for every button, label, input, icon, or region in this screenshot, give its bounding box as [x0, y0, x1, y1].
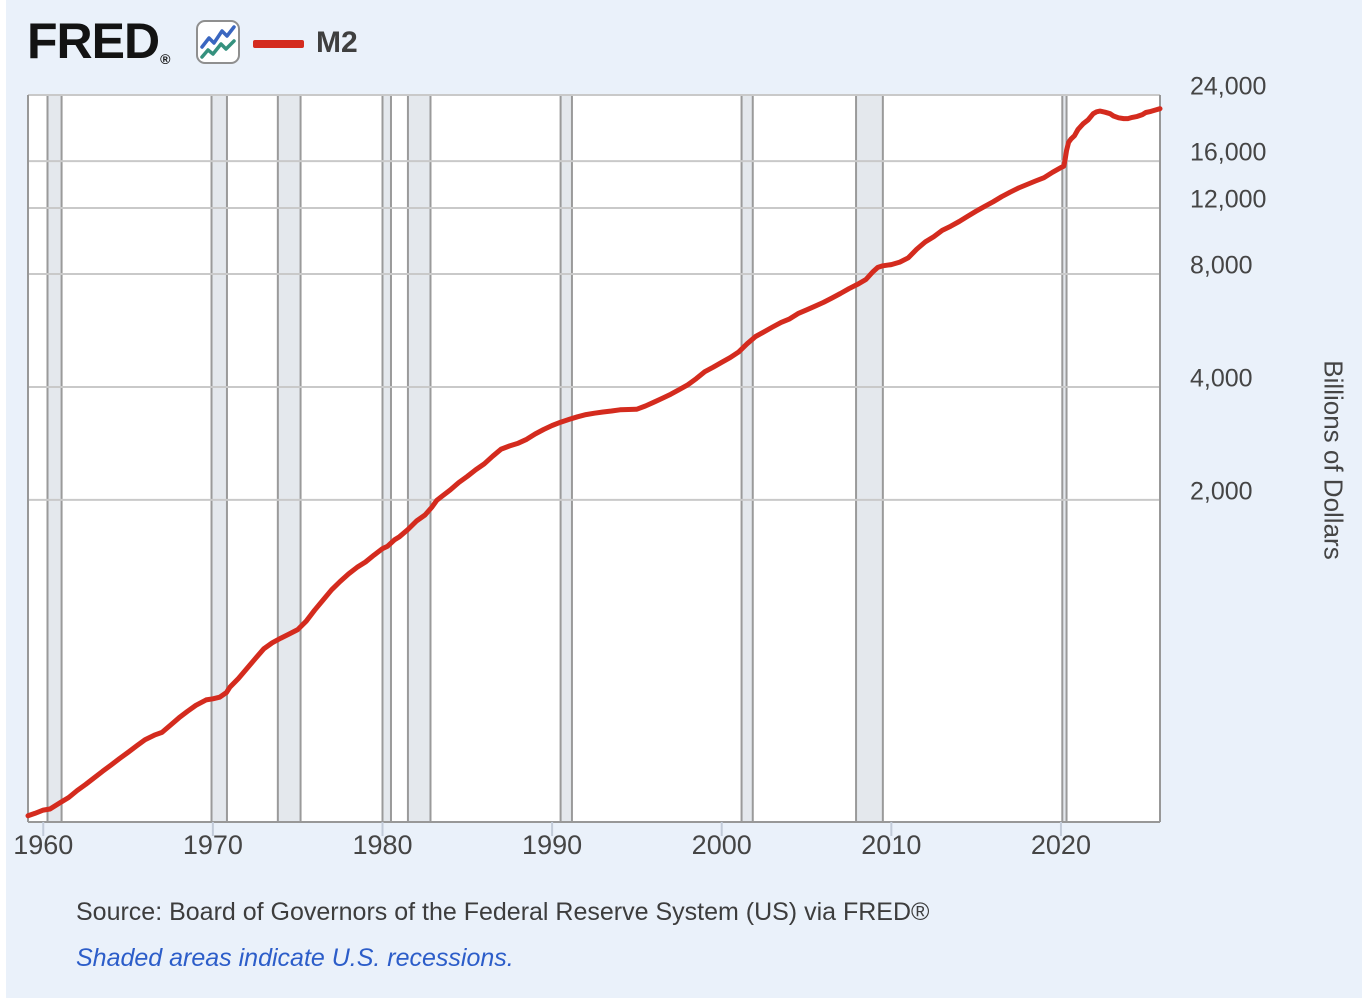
x-axis-label: 2020 [1030, 830, 1091, 860]
recession-band [560, 95, 572, 822]
x-axis-label: 1960 [13, 830, 74, 860]
x-axis-label: 1970 [182, 830, 243, 860]
x-axis-label: 1990 [522, 830, 583, 860]
fred-logo[interactable]: FRED® [27, 12, 170, 70]
recession-band [1062, 95, 1067, 822]
x-axis-label: 1980 [352, 830, 413, 860]
recession-band [47, 95, 62, 822]
fred-chart-icon [196, 20, 240, 64]
x-axis-label: 2010 [861, 830, 922, 860]
recession-band [277, 95, 301, 822]
recession-band [211, 95, 227, 822]
icon-blue-zigzag [200, 25, 236, 49]
y-axis-label: 2,000 [1190, 477, 1253, 506]
recession-band [382, 95, 391, 822]
y-axis-label: 16,000 [1190, 138, 1267, 167]
legend-series-label: M2 [316, 26, 358, 59]
recession-band [741, 95, 753, 822]
y-axis-label: 24,000 [1190, 72, 1267, 101]
series-line-m2[interactable] [25, 106, 1163, 819]
y-axis-label: 12,000 [1190, 185, 1267, 214]
legend-line-swatch [253, 40, 304, 48]
y-axis-label: 4,000 [1190, 364, 1253, 393]
recession-band [407, 95, 431, 822]
recession-band [856, 95, 883, 822]
y-axis-title: Billions of Dollars [1318, 360, 1349, 560]
x-axis-label: 2000 [691, 830, 752, 860]
fred-chart-icon-svg [200, 25, 236, 59]
y-axis-label: 8,000 [1190, 251, 1253, 280]
registered-mark: ® [160, 51, 170, 67]
recession-note-link[interactable]: Shaded areas indicate U.S. recessions. [76, 944, 514, 972]
source-citation: Source: Board of Governors of the Federa… [76, 898, 930, 926]
icon-teal-zigzag [200, 39, 236, 59]
fred-logo-text: FRED [27, 13, 160, 69]
